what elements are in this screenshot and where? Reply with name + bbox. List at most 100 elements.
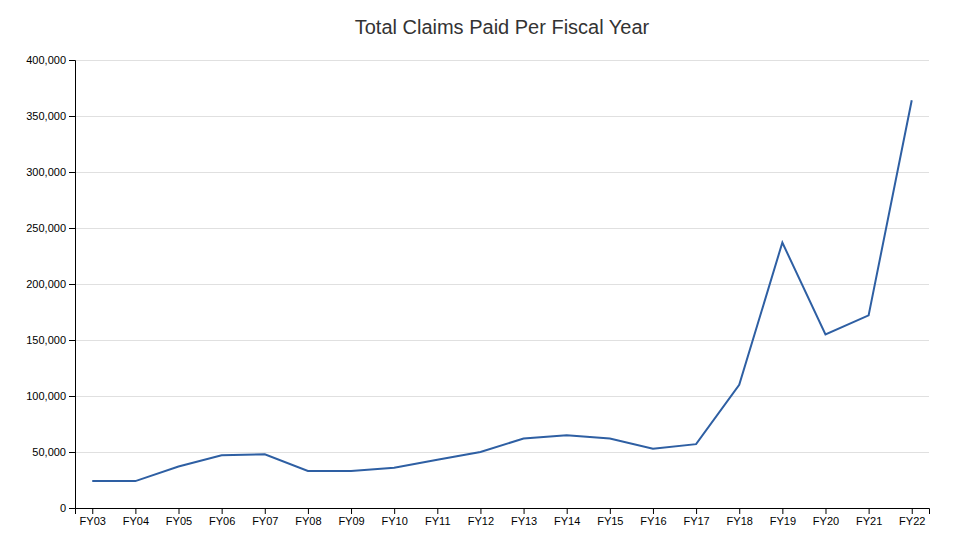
x-tick-mark [524, 508, 525, 514]
x-tick-label: FY22 [899, 515, 925, 527]
y-tick: 400,000 [26, 54, 75, 66]
x-tick: FY14 [554, 508, 580, 527]
x-tick: FY08 [295, 508, 321, 527]
x-tick-label: FY18 [727, 515, 753, 527]
x-tick: FY06 [209, 508, 235, 527]
x-tick: FY12 [468, 508, 494, 527]
chart: 0 50,000 100,000 150,000 200,000 250,000 300,0… [0, 0, 959, 558]
grid-tick [75, 60, 929, 61]
x-tick-mark [135, 508, 136, 514]
y-tick-mark [69, 340, 75, 341]
title: Total Claims Paid Per Fiscal Year [355, 16, 650, 38]
x-tick-label: FY14 [554, 515, 580, 527]
grid [75, 61, 929, 509]
x-tick: FY22 [899, 508, 925, 527]
grid-line [75, 396, 929, 397]
x-tick: FY10 [382, 508, 408, 527]
y-tick-label: 250,000 [26, 222, 66, 234]
x-tick-label: FY17 [683, 515, 709, 527]
x-tick-label: FY20 [813, 515, 839, 527]
x-tick-mark [610, 508, 611, 514]
y-tick-label: 350,000 [26, 110, 66, 122]
x-tick-mark [912, 508, 913, 514]
x-tick-label: FY08 [295, 515, 321, 527]
marks [92, 100, 911, 481]
x-tick-mark [696, 508, 697, 514]
y-tick-label: 200,000 [26, 278, 66, 290]
grid-tick [75, 172, 929, 173]
x-tick-mark [437, 508, 438, 514]
x-tick: FY13 [511, 508, 537, 527]
y-tick-mark [69, 60, 75, 61]
x-tick-mark [308, 508, 309, 514]
grid-line [75, 172, 929, 173]
x-tick: FY15 [597, 508, 623, 527]
x-tick-label: FY07 [252, 515, 278, 527]
x-axis-line [76, 509, 930, 515]
x-tick: FY20 [813, 508, 839, 527]
y-tick-label: 400,000 [26, 54, 66, 66]
x-tick-mark [567, 508, 568, 514]
grid-line [75, 228, 929, 229]
x-tick-mark [739, 508, 740, 514]
x-tick: FY05 [166, 508, 192, 527]
y-tick: 200,000 [26, 278, 75, 290]
x-tick-mark [351, 508, 352, 514]
x-tick-label: FY10 [382, 515, 408, 527]
x-tick-label: FY09 [338, 515, 364, 527]
x-tick: FY11 [425, 508, 450, 527]
x-tick-mark [782, 508, 783, 514]
x-tick-label: FY21 [856, 515, 882, 527]
y-tick-label: 150,000 [26, 334, 66, 346]
grid-tick [75, 340, 929, 341]
plot-area: 0 50,000 100,000 150,000 200,000 250,000 300,0… [26, 54, 929, 527]
x-tick-label: FY06 [209, 515, 235, 527]
x-tick: FY17 [683, 508, 709, 527]
y-tick: 100,000 [26, 390, 75, 402]
x-tick: FY03 [80, 508, 106, 527]
x-tick-mark [92, 508, 93, 514]
x-tick: FY04 [123, 508, 149, 527]
x-tick-label: FY05 [166, 515, 192, 527]
x-tick-label: FY13 [511, 515, 537, 527]
y-tick-label: 50,000 [32, 446, 66, 458]
x-tick-mark [480, 508, 481, 514]
x-tick-label: FY03 [80, 515, 106, 527]
y-tick-label: 0 [60, 502, 66, 514]
y-tick-mark [69, 284, 75, 285]
y-tick: 150,000 [26, 334, 75, 346]
y-tick: 250,000 [26, 222, 75, 234]
y-tick-mark [69, 452, 75, 453]
y-tick: 350,000 [26, 110, 75, 122]
x-axis: FY03 FY04 FY05 FY06 FY07 FY08 FY09 FY10 FY11 FY12… [76, 508, 930, 527]
x-tick-label: FY19 [770, 515, 796, 527]
y-axis-line [69, 61, 76, 509]
y-axis: 0 50,000 100,000 150,000 200,000 250,000 300,0… [26, 54, 75, 514]
grid-line [75, 60, 929, 61]
x-tick-mark [394, 508, 395, 514]
y-tick-mark [69, 228, 75, 229]
x-tick-mark [869, 508, 870, 514]
x-tick-mark [653, 508, 654, 514]
x-tick-mark [179, 508, 180, 514]
x-tick: FY21 [856, 508, 882, 527]
grid-line [75, 116, 929, 117]
x-tick: FY19 [770, 508, 796, 527]
y-tick: 50,000 [32, 446, 75, 458]
grid-line [75, 340, 929, 341]
line [92, 100, 911, 481]
y-tick-mark [69, 508, 75, 509]
y-tick-mark [69, 116, 75, 117]
y-tick-mark [69, 396, 75, 397]
x-tick-mark [265, 508, 266, 514]
y-tick: 0 [60, 502, 75, 514]
x-tick-label: FY12 [468, 515, 494, 527]
x-tick: FY07 [252, 508, 278, 527]
x-tick-label: FY16 [640, 515, 666, 527]
grid-tick [75, 452, 929, 453]
y-tick-label: 300,000 [26, 166, 66, 178]
x-tick-mark [222, 508, 223, 514]
y-tick-mark [69, 172, 75, 173]
x-tick-label: FY15 [597, 515, 623, 527]
x-tick-label: FY11 [425, 515, 450, 527]
